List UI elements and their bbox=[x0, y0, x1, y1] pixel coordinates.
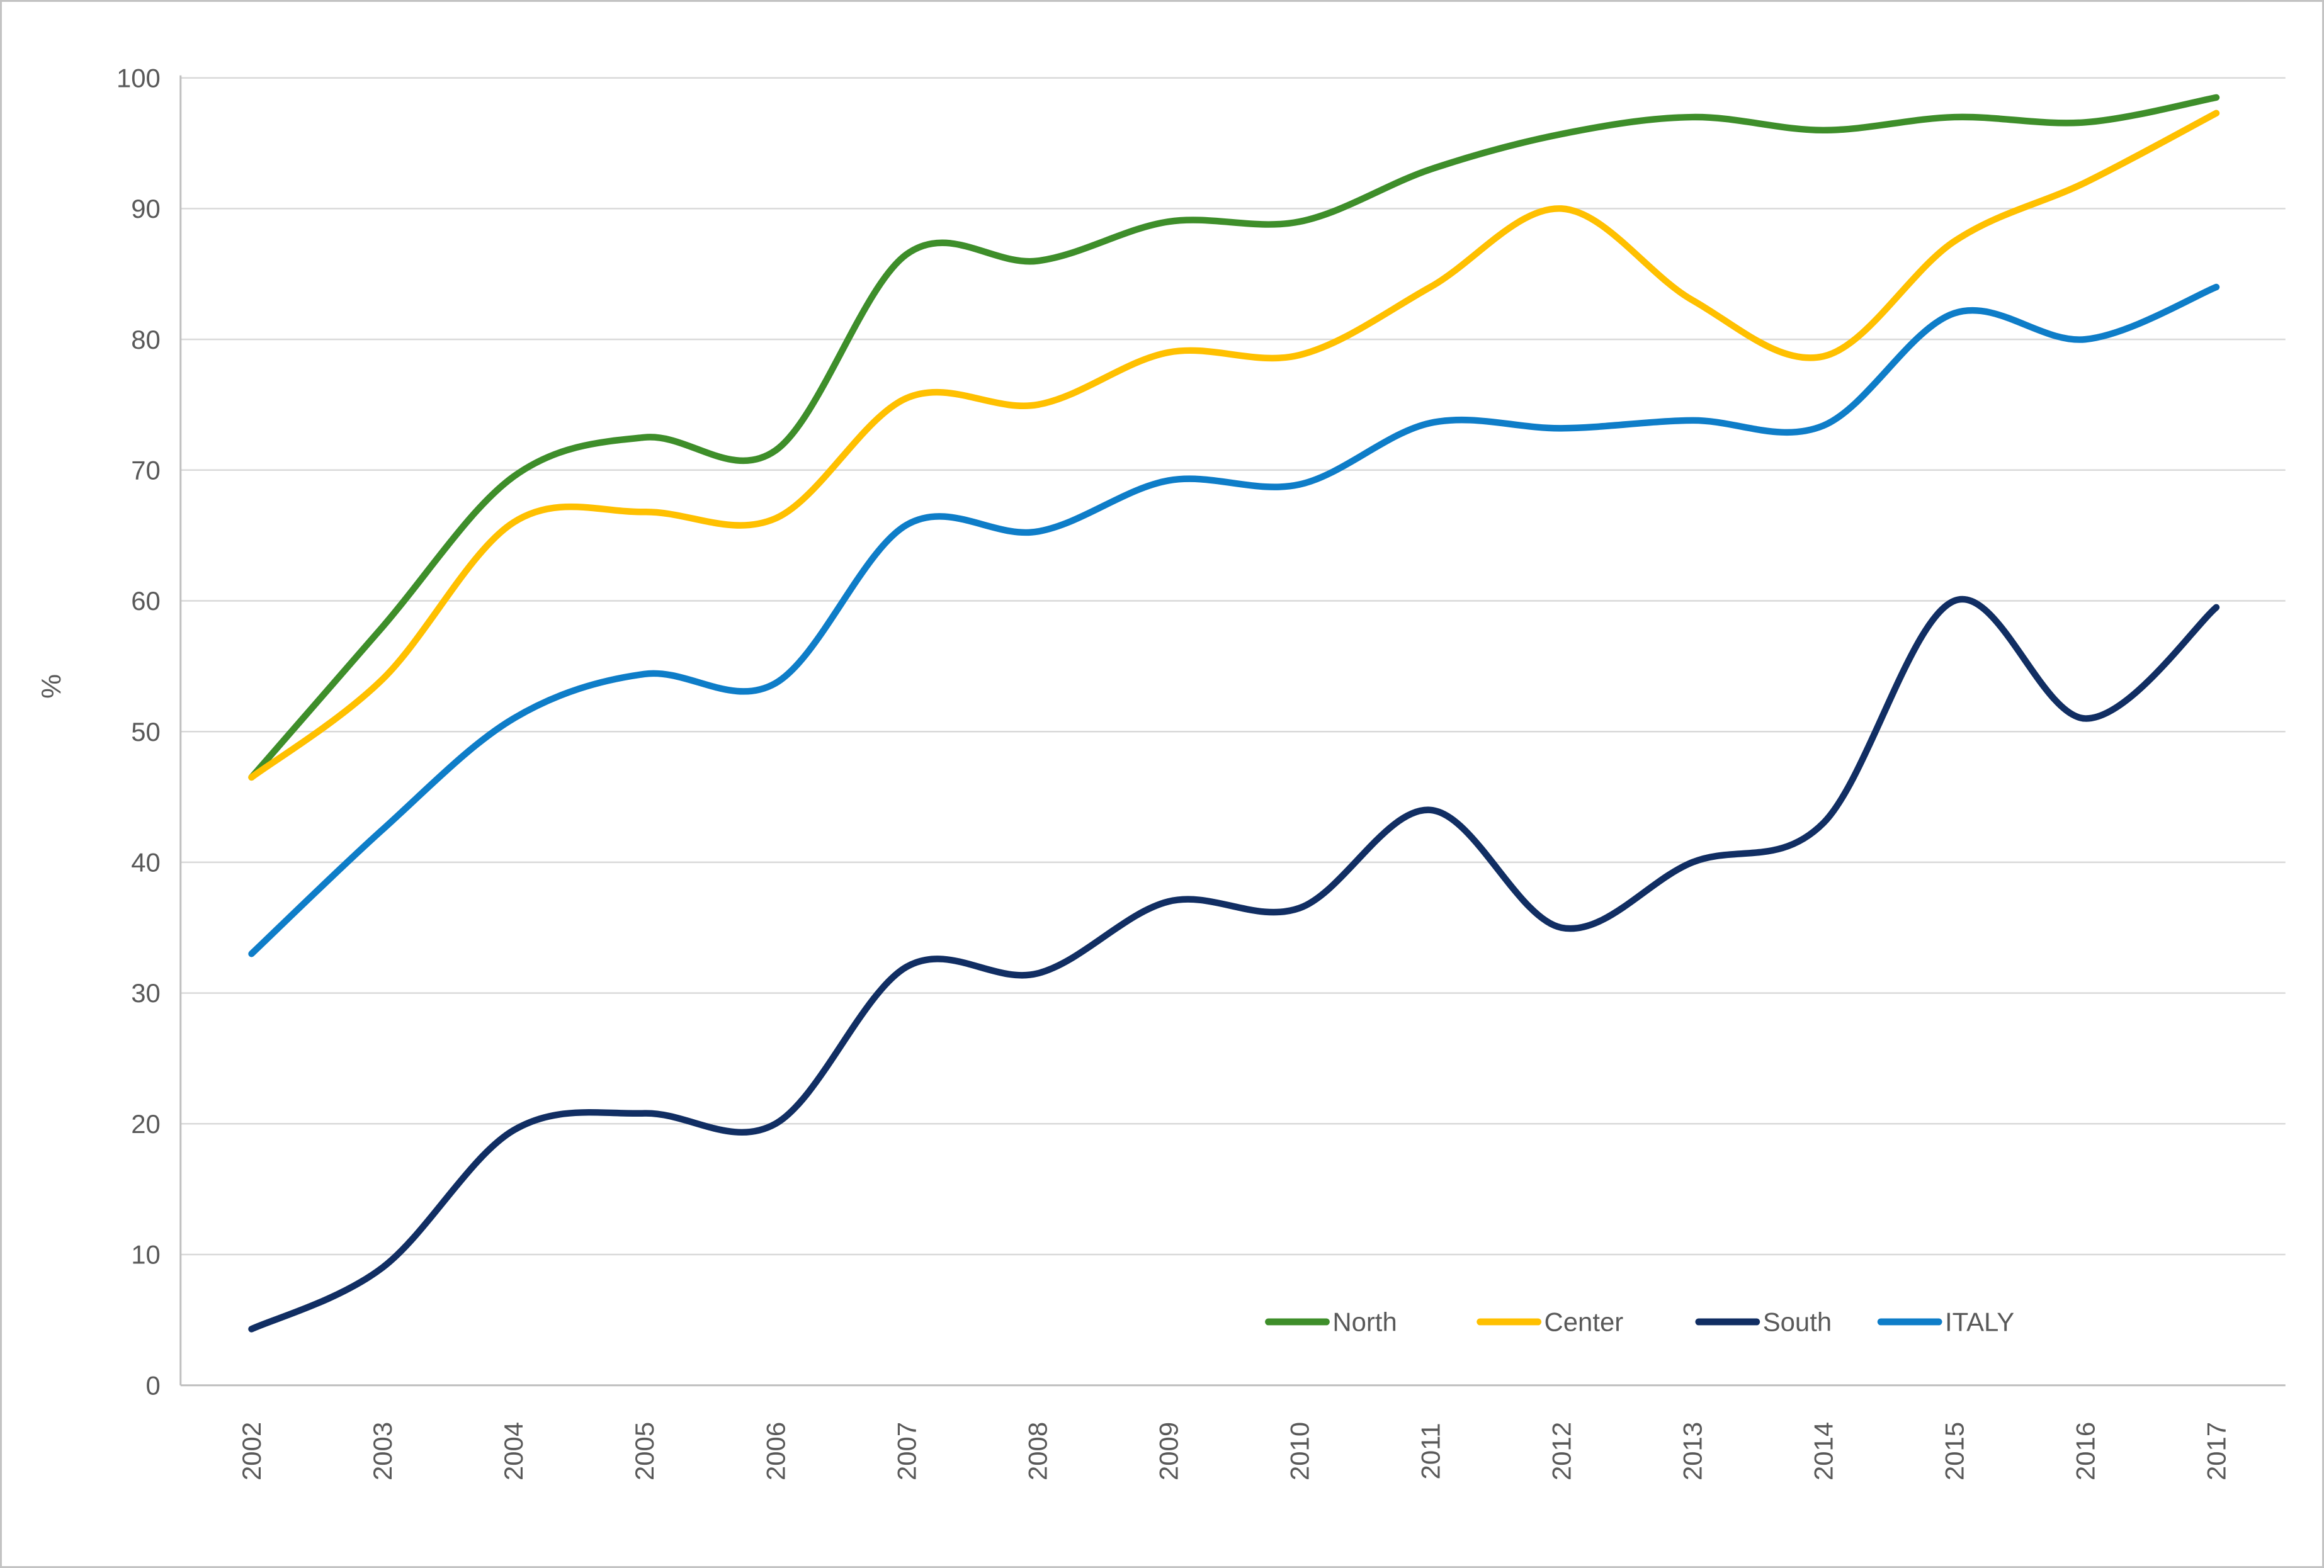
x-tick-label: 2012 bbox=[1546, 1422, 1576, 1481]
x-tick-labels: 2002 2003 2004 2005 2006 2007 2008 2009 2010 2011… bbox=[237, 1422, 2231, 1481]
series-line-center bbox=[248, 110, 2220, 781]
x-tick-label: 2008 bbox=[1023, 1422, 1052, 1481]
legend-label-italy: ITALY bbox=[1945, 1307, 2014, 1337]
y-tick-label: 100 bbox=[116, 63, 161, 93]
legend-label-south: South bbox=[1763, 1307, 1832, 1337]
legend-item-center: Center bbox=[1477, 1307, 1624, 1337]
x-tick-label: 2014 bbox=[1809, 1422, 1839, 1481]
y-tick-label: 90 bbox=[131, 194, 161, 223]
y-tick-label: 30 bbox=[131, 978, 161, 1008]
series-lines bbox=[248, 94, 2220, 1333]
x-tick-label: 2010 bbox=[1284, 1422, 1314, 1481]
legend: North Center South ITALY bbox=[1265, 1307, 2014, 1337]
y-tick-label: 80 bbox=[131, 325, 161, 354]
x-tick-label: 2002 bbox=[237, 1422, 266, 1481]
series-line-italy bbox=[248, 283, 2220, 957]
legend-label-center: Center bbox=[1545, 1307, 1624, 1337]
y-tick-label: 20 bbox=[131, 1109, 161, 1139]
x-tick-label: 2016 bbox=[2071, 1422, 2100, 1481]
series-line-south bbox=[248, 595, 2220, 1333]
legend-label-north: North bbox=[1332, 1307, 1397, 1337]
legend-item-north: North bbox=[1265, 1307, 1397, 1337]
legend-item-south: South bbox=[1695, 1307, 1832, 1337]
y-tick-label: 60 bbox=[131, 586, 161, 616]
x-tick-label: 2003 bbox=[368, 1422, 397, 1481]
x-tick-label: 2015 bbox=[1940, 1422, 1970, 1481]
y-tick-label: 50 bbox=[131, 717, 161, 747]
y-tick-label: 70 bbox=[131, 455, 161, 485]
legend-item-italy: ITALY bbox=[1877, 1307, 2014, 1337]
y-tick-labels: 0 10 20 30 40 50 60 70 80 90 100 bbox=[116, 63, 161, 1400]
x-tick-label: 2009 bbox=[1153, 1422, 1183, 1481]
x-tick-label: 2011 bbox=[1415, 1423, 1445, 1479]
x-tick-label: 2006 bbox=[761, 1422, 790, 1481]
x-tick-label: 2007 bbox=[892, 1422, 921, 1481]
y-axis-title: % bbox=[36, 674, 67, 699]
y-tick-label: 40 bbox=[131, 848, 161, 877]
x-tick-label: 2013 bbox=[1677, 1422, 1707, 1481]
x-tick-label: 2017 bbox=[2202, 1422, 2231, 1481]
x-tick-label: 2004 bbox=[499, 1422, 528, 1481]
x-tick-label: 2005 bbox=[630, 1422, 659, 1481]
y-tick-label: 10 bbox=[131, 1240, 161, 1270]
series-line-north bbox=[248, 94, 2220, 781]
y-tick-label: 0 bbox=[146, 1370, 161, 1400]
